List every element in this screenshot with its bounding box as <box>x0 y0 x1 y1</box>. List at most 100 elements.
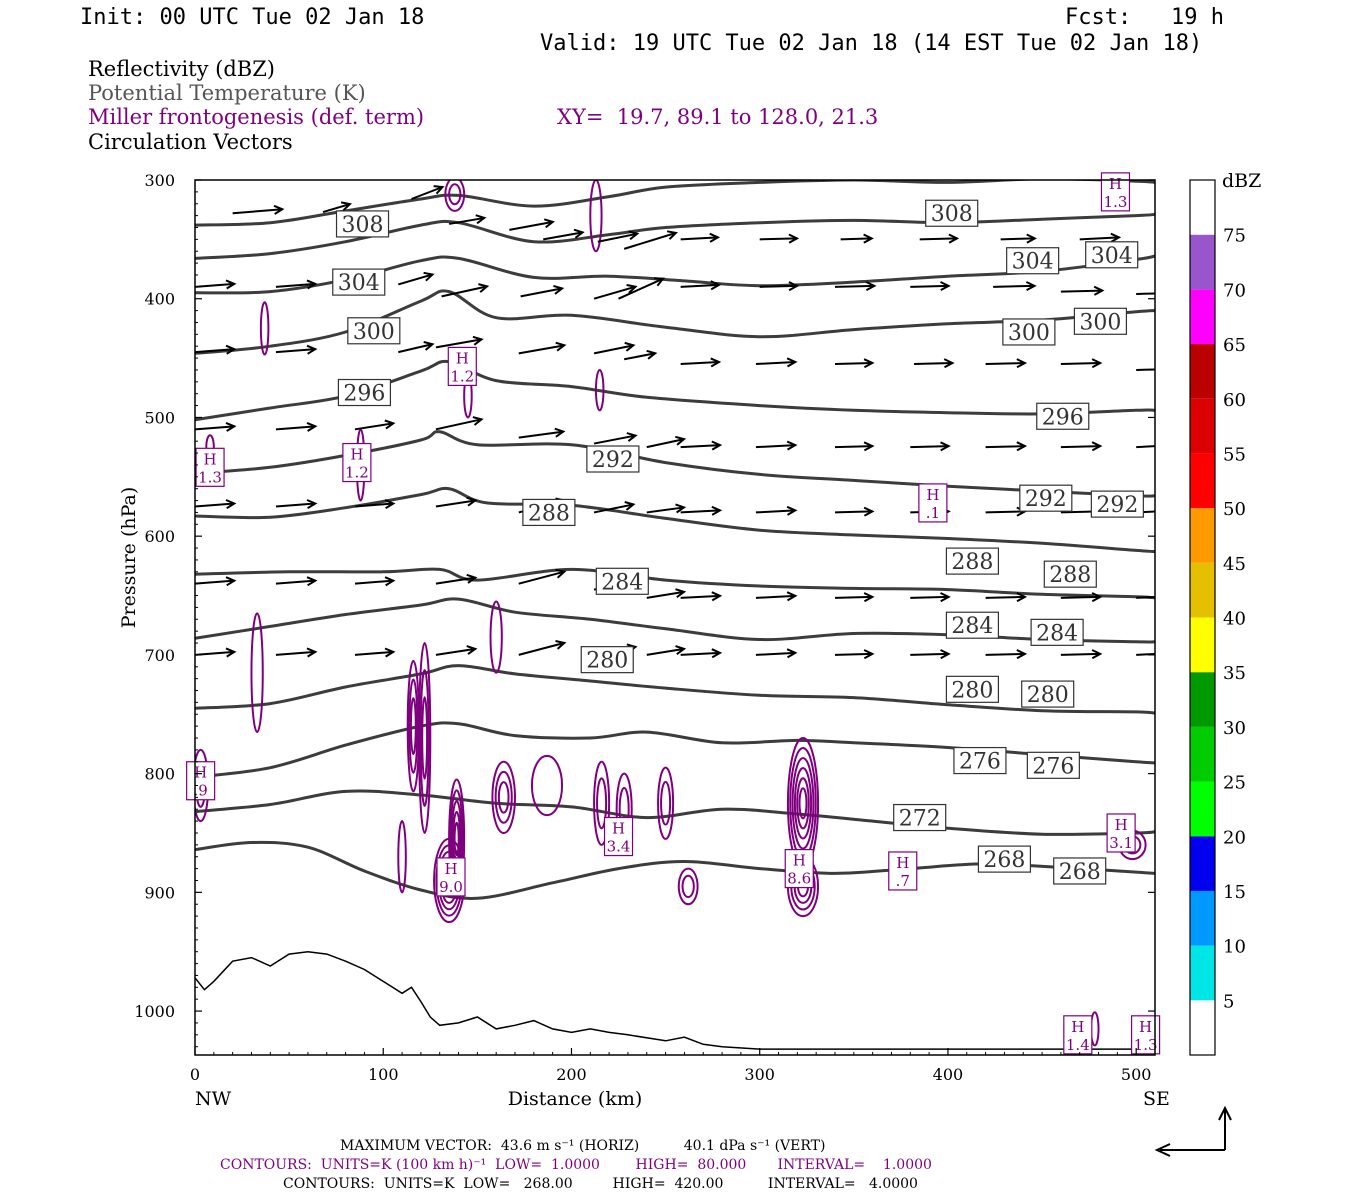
colorbar-segment-8 <box>1190 562 1215 618</box>
vector-51 <box>834 441 875 452</box>
reference-arrow <box>1154 1105 1232 1157</box>
theta-contour-264 <box>195 789 1155 836</box>
vector-9 <box>759 233 800 244</box>
frontogenesis-contour-5-2 <box>497 781 510 814</box>
x-tick-label-100: 100 <box>368 1065 399 1084</box>
vector-8 <box>680 232 721 243</box>
vector-1 <box>322 201 352 214</box>
vector-97 <box>1136 652 1155 656</box>
frontogenesis-max-6: H9.0 <box>436 857 466 897</box>
x-tick-label-300: 300 <box>744 1065 775 1084</box>
vector-50 <box>755 440 798 451</box>
svg-text:H: H <box>896 854 909 872</box>
frontogenesis-contours <box>195 180 1147 1047</box>
theta-label-8: 296 <box>337 378 392 407</box>
theta-contour-268 <box>195 721 1155 779</box>
y-tick-label-300: 300 <box>144 171 175 190</box>
vector-80 <box>910 592 951 603</box>
vector-19 <box>593 284 638 300</box>
y-tick-label-1000: 1000 <box>134 1002 175 1021</box>
colorbar-segment-1 <box>1190 945 1215 1001</box>
svg-text:288: 288 <box>1049 563 1091 588</box>
theta-label-12: 292 <box>1090 490 1144 518</box>
svg-text:H: H <box>1139 1018 1152 1036</box>
svg-text:3.4: 3.4 <box>607 838 631 856</box>
x-tick-label-500: 500 <box>1121 1065 1152 1084</box>
vector-23 <box>834 281 877 291</box>
theta-label-5: 300 <box>347 317 401 345</box>
frontogenesis-contour-15-0 <box>444 180 466 212</box>
theta-label-13: 288 <box>522 498 576 526</box>
svg-text:284: 284 <box>601 570 643 595</box>
colorbar-level-60: 60 <box>1223 390 1246 411</box>
vector-14 <box>195 279 237 290</box>
vector-44 <box>354 419 396 431</box>
frontogenesis-contour-9-0 <box>657 766 675 840</box>
vector-36 <box>755 357 798 368</box>
vector-25 <box>993 281 1037 291</box>
vector-58 <box>354 499 396 510</box>
svg-text:296: 296 <box>343 382 385 407</box>
theta-label-19: 280 <box>580 646 634 674</box>
frontogenesis-contour-22-0 <box>397 820 407 894</box>
colorbar-level-50: 50 <box>1223 499 1246 520</box>
theta-label-23: 276 <box>1026 751 1080 779</box>
frontogenesis-contour-6-0 <box>530 754 564 817</box>
legend-vectors: Circulation Vectors <box>88 130 293 154</box>
theta-label-26: 268 <box>1053 857 1107 885</box>
vector-94 <box>910 649 951 660</box>
colorbar-segment-4 <box>1190 781 1215 837</box>
frontogenesis-maxima: H1.3H1.2H1.2H.1H.9H3.4H9.0H8.6H.7H3.1H1.… <box>186 172 1161 1055</box>
vector-78 <box>755 591 798 602</box>
frontogenesis-max-2: H1.2 <box>447 346 477 386</box>
vector-87 <box>435 645 478 656</box>
svg-text:276: 276 <box>1032 754 1074 779</box>
vector-83 <box>1136 595 1155 599</box>
x-tick-label-200: 200 <box>556 1065 587 1084</box>
frontogenesis-contour-7-1 <box>596 777 608 830</box>
colorbar-level-45: 45 <box>1223 554 1246 575</box>
colorbar-segment-14 <box>1190 234 1215 290</box>
vector-76 <box>646 588 687 599</box>
frontogenesis-max-0: H1.3 <box>195 447 225 487</box>
theta-label-3: 304 <box>1006 247 1060 275</box>
svg-text:H: H <box>1071 1018 1084 1036</box>
vector-96 <box>1060 649 1103 660</box>
svg-text:272: 272 <box>899 807 941 832</box>
vector-18 <box>520 284 565 298</box>
vector-90 <box>646 645 687 656</box>
legend-frontogenesis: Miller frontogenesis (def. term) <box>88 105 425 129</box>
theta-label-4: 304 <box>1085 241 1139 269</box>
svg-text:284: 284 <box>951 614 993 639</box>
vector-65 <box>834 506 875 517</box>
svg-text:3.1: 3.1 <box>1109 834 1133 852</box>
colorbar-level-75: 75 <box>1223 226 1246 247</box>
svg-text:280: 280 <box>951 678 993 703</box>
vector-88 <box>518 640 567 656</box>
svg-text:1.3: 1.3 <box>198 468 222 486</box>
vector-85 <box>275 647 318 658</box>
theta-label-0: 308 <box>335 210 390 238</box>
plot-frame <box>194 179 1156 1056</box>
colorbar: 5 10 15 20 25 30 35 40 45 50 55 60 65 70 75 dBZ <box>1189 170 1261 1056</box>
svg-text:292: 292 <box>592 448 634 473</box>
vector-71 <box>275 576 318 587</box>
theta-label-18: 284 <box>1030 618 1084 646</box>
frontogenesis-contour-13-0 <box>250 612 264 734</box>
theta-contour-280 <box>195 567 1155 600</box>
x-end-label-se: SE <box>1143 1088 1170 1110</box>
terrain <box>194 950 1155 1050</box>
x-axis-label: Distance (km) <box>508 1088 643 1110</box>
frontogenesis-contour-0-4 <box>453 821 460 857</box>
x-end-label-nw: NW <box>195 1088 232 1110</box>
svg-text:308: 308 <box>931 202 973 227</box>
vector-15 <box>275 279 318 290</box>
vector-37 <box>834 358 875 369</box>
colorbar-level-55: 55 <box>1223 444 1246 465</box>
colorbar-segment-6 <box>1190 672 1215 727</box>
svg-text:300: 300 <box>1079 310 1121 335</box>
vector-57 <box>275 499 318 510</box>
init-time: Init: 00 UTC Tue 02 Jan 18 <box>80 5 425 30</box>
theta-label-7: 300 <box>1073 307 1128 335</box>
theta-label-14: 288 <box>945 547 1000 575</box>
